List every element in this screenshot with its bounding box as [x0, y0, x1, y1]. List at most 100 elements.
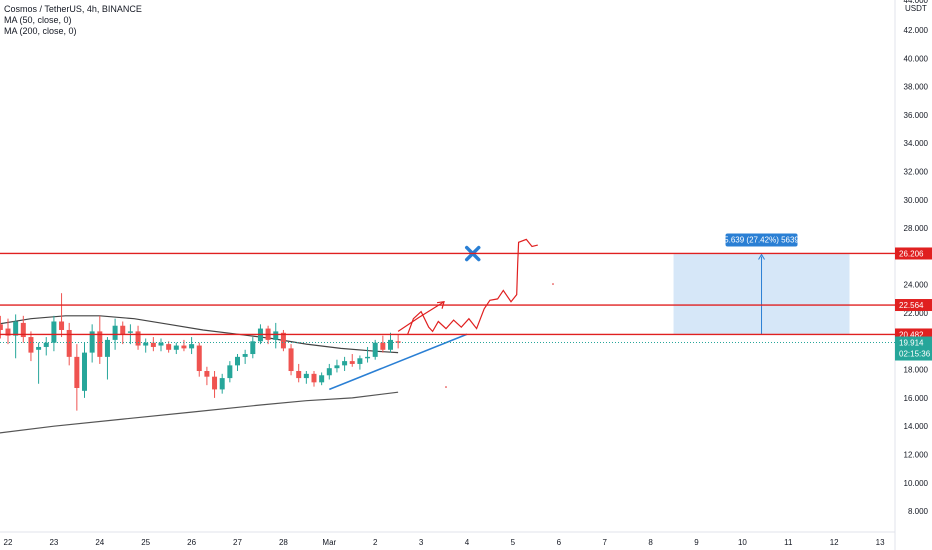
candle-body	[28, 337, 34, 353]
candle-body	[51, 321, 57, 343]
freehand-arrow-head	[436, 300, 445, 309]
annotation-dot	[552, 283, 554, 285]
candle-body	[120, 325, 126, 335]
candle-body	[273, 331, 279, 340]
y-tick-label: 30.000	[904, 196, 929, 205]
candle-body	[380, 342, 386, 350]
y-tick-label: 28.000	[904, 224, 929, 233]
candle-body	[326, 368, 332, 376]
candle-body	[82, 352, 87, 391]
last-price-tag	[895, 336, 932, 361]
ma200-legend[interactable]: MA (200, close, 0)	[4, 26, 77, 36]
x-tick-label: 24	[95, 538, 104, 547]
y-tick-label: 44.000	[904, 0, 929, 5]
level-tag	[895, 247, 932, 260]
trendline	[329, 333, 468, 391]
candle-body	[365, 356, 371, 359]
level-tag-label: 20.482	[899, 330, 924, 339]
ma50-layer	[0, 315, 399, 354]
x-tick-label: 7	[602, 538, 607, 547]
x-tick-label: 12	[830, 538, 839, 547]
candle-body	[150, 342, 156, 347]
y-tick-label: 36.000	[904, 111, 929, 120]
x-tick-label: 11	[784, 538, 793, 547]
candle-body	[112, 325, 118, 340]
candle-body	[212, 376, 218, 390]
currency-label: USDT	[905, 4, 927, 13]
candle-body	[5, 328, 11, 336]
candle-body	[173, 345, 179, 350]
x-tick-label: 22	[4, 538, 13, 547]
candle-body	[235, 356, 240, 366]
candle-body	[59, 321, 65, 330]
candle-body	[189, 344, 195, 349]
measure-arrow-head	[758, 253, 765, 260]
freehand-arrow	[397, 301, 445, 332]
candle-body	[97, 331, 103, 357]
x-tick-label: 13	[876, 538, 885, 547]
y-tick-label: 32.000	[904, 168, 929, 177]
candle-body	[204, 371, 210, 377]
y-tick-label: 24.000	[904, 281, 929, 290]
candle-body	[158, 342, 164, 346]
candle-body	[342, 361, 348, 366]
y-tick-label: 12.000	[904, 451, 929, 460]
x-tick-label: 10	[738, 538, 747, 547]
candle-body	[36, 346, 42, 350]
candle-body	[20, 322, 26, 338]
candle-body	[395, 341, 401, 343]
candle-body	[196, 345, 202, 372]
candle-body	[388, 339, 393, 350]
candle-body	[242, 354, 248, 357]
y-tick-label: 38.000	[904, 83, 929, 92]
countdown-label: 02:15:36	[899, 350, 931, 359]
ma50-line	[0, 315, 399, 354]
candle-body	[74, 356, 80, 388]
ma200-layer	[0, 391, 399, 434]
y-tick-label: 18.000	[904, 366, 929, 375]
ma200-line	[0, 391, 399, 434]
x-tick-label: 2	[373, 538, 378, 547]
candle-body	[319, 375, 325, 383]
y-tick-label: 10.000	[904, 479, 929, 488]
x-tick-label: 6	[557, 538, 562, 547]
candle-body	[303, 373, 309, 379]
x-tick-label: 3	[419, 538, 424, 547]
y-tick-label: 22.000	[904, 309, 929, 318]
x-tick-label: 26	[187, 538, 196, 547]
y-tick-label: 40.000	[904, 54, 929, 63]
y-tick-label: 34.000	[904, 139, 929, 148]
candle-body	[104, 339, 110, 357]
candle-body	[89, 331, 95, 353]
candle-body	[349, 361, 355, 364]
candle-body	[357, 358, 363, 364]
candle-body	[181, 345, 187, 349]
level-tag-label: 22.564	[899, 301, 924, 310]
candles-layer	[0, 293, 401, 411]
y-tick-label: 8.000	[908, 507, 929, 516]
annotation-dot	[445, 386, 447, 388]
time-axis[interactable]: 22 23 24 25 26 27 28 Mar 2 3 4 5 6 7 8 9 10 11 12 13	[4, 538, 886, 547]
x-tick-label: 9	[694, 538, 699, 547]
candle-body	[143, 342, 149, 346]
last-price-label: 19.914	[899, 339, 924, 348]
candle-body	[66, 329, 72, 357]
x-tick-label: 4	[465, 538, 470, 547]
candle-body	[288, 348, 294, 372]
ma50-legend[interactable]: MA (50, close, 0)	[4, 15, 72, 25]
x-tick-label: Mar	[322, 538, 336, 547]
level-tag-label: 26.206	[899, 249, 924, 258]
measure-label-bg	[725, 233, 798, 247]
candle-body	[0, 324, 3, 330]
x-tick-label: 23	[49, 538, 58, 547]
symbol-title[interactable]: Cosmos / TetherUS, 4h, BINANCE	[4, 4, 142, 14]
x-tick-label: 27	[233, 538, 242, 547]
candle-body	[372, 342, 378, 357]
chart-legend: Cosmos / TetherUS, 4h, BINANCE MA (50, c…	[4, 4, 142, 37]
measure-label: 5.639 (27.42%) 5639	[724, 235, 799, 244]
candle-body	[334, 365, 340, 369]
x-tick-label: 25	[141, 538, 150, 547]
x-tick-label: 8	[648, 538, 653, 547]
